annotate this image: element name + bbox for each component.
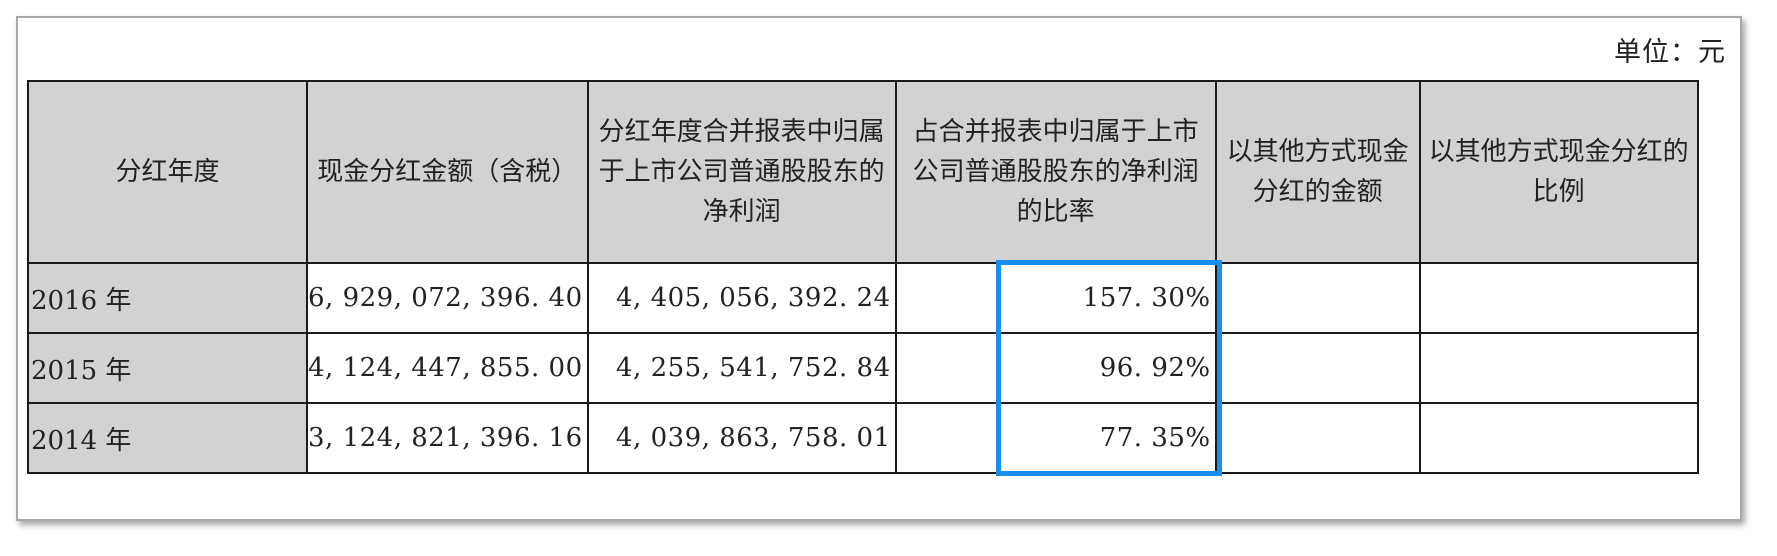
year-cell: 2014 年 — [27, 402, 308, 474]
net-profit-cell: 4, 039, 863, 758. 01 — [586, 402, 897, 474]
header-other-amount: 以其他方式现金分红的金额 — [1214, 80, 1421, 264]
net-profit-cell: 4, 405, 056, 392. 24 — [586, 262, 897, 334]
other-amount-cell — [1214, 332, 1421, 404]
header-other-ratio: 以其他方式现金分红的比例 — [1418, 80, 1699, 264]
cash-dividend-cell: 4, 124, 447, 855. 00 — [306, 332, 589, 404]
other-ratio-cell — [1418, 332, 1699, 404]
table-row: 2015 年 4, 124, 447, 855. 00 4, 255, 541,… — [27, 332, 1699, 404]
other-ratio-cell — [1418, 262, 1699, 334]
header-year: 分红年度 — [27, 80, 308, 264]
document-card: 单位：元 分红年度 现金分红金额（含税） 分红年度合并报表中归属于上市公司普通股… — [16, 16, 1742, 521]
unit-label: 单位：元 — [1614, 37, 1726, 68]
header-net-profit: 分红年度合并报表中归属于上市公司普通股股东的净利润 — [586, 80, 897, 264]
header-ratio: 占合并报表中归属于上市公司普通股股东的净利润的比率 — [894, 80, 1217, 264]
header-row: 分红年度 现金分红金额（含税） 分红年度合并报表中归属于上市公司普通股股东的净利… — [27, 80, 1699, 264]
header-cash-dividend: 现金分红金额（含税） — [306, 80, 589, 264]
other-amount-cell — [1214, 402, 1421, 474]
dividend-table: 分红年度 现金分红金额（含税） 分红年度合并报表中归属于上市公司普通股股东的净利… — [27, 80, 1699, 474]
other-ratio-cell — [1418, 402, 1699, 474]
table-row: 2016 年 6, 929, 072, 396. 40 4, 405, 056,… — [27, 262, 1699, 334]
net-profit-cell: 4, 255, 541, 752. 84 — [586, 332, 897, 404]
ratio-cell: 77. 35% — [894, 402, 1217, 474]
ratio-cell: 96. 92% — [894, 332, 1217, 404]
cash-dividend-cell: 6, 929, 072, 396. 40 — [306, 262, 589, 334]
table-row: 2014 年 3, 124, 821, 396. 16 4, 039, 863,… — [27, 402, 1699, 474]
other-amount-cell — [1214, 262, 1421, 334]
ratio-cell: 157. 30% — [894, 262, 1217, 334]
year-cell: 2016 年 — [27, 262, 308, 334]
cash-dividend-cell: 3, 124, 821, 396. 16 — [306, 402, 589, 474]
year-cell: 2015 年 — [27, 332, 308, 404]
